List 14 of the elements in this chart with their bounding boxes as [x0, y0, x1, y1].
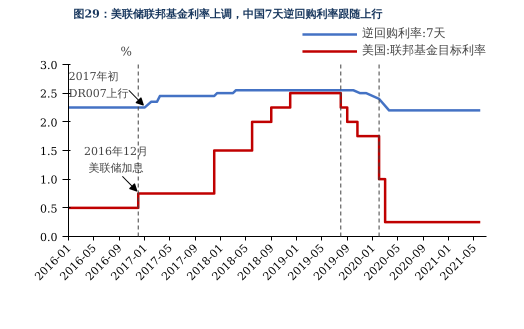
legend-label: 逆回购利率:7天	[362, 25, 446, 42]
y-tick-label: 0.0	[40, 231, 58, 244]
chart-title: 图29：美联储联邦基金利率上调，中国7天逆回购利率跟随上行	[74, 8, 382, 20]
y-tick-label: 1.5	[40, 145, 58, 158]
y-tick-label: 2.0	[40, 116, 58, 130]
y-tick-label: 3.0	[40, 59, 58, 72]
annotation: 2017年初DR007上行	[68, 70, 129, 100]
annotation: 2016年12月美联储加息	[84, 144, 148, 175]
y-axis-title: %	[120, 44, 132, 58]
y-tick-label: 0.5	[40, 202, 58, 216]
line-series	[68, 89, 482, 112]
y-tick-label: 1.0	[40, 174, 58, 187]
legend-label: 美国:联邦基金目标利率	[362, 42, 486, 59]
y-tick-label: 2.5	[40, 88, 58, 101]
